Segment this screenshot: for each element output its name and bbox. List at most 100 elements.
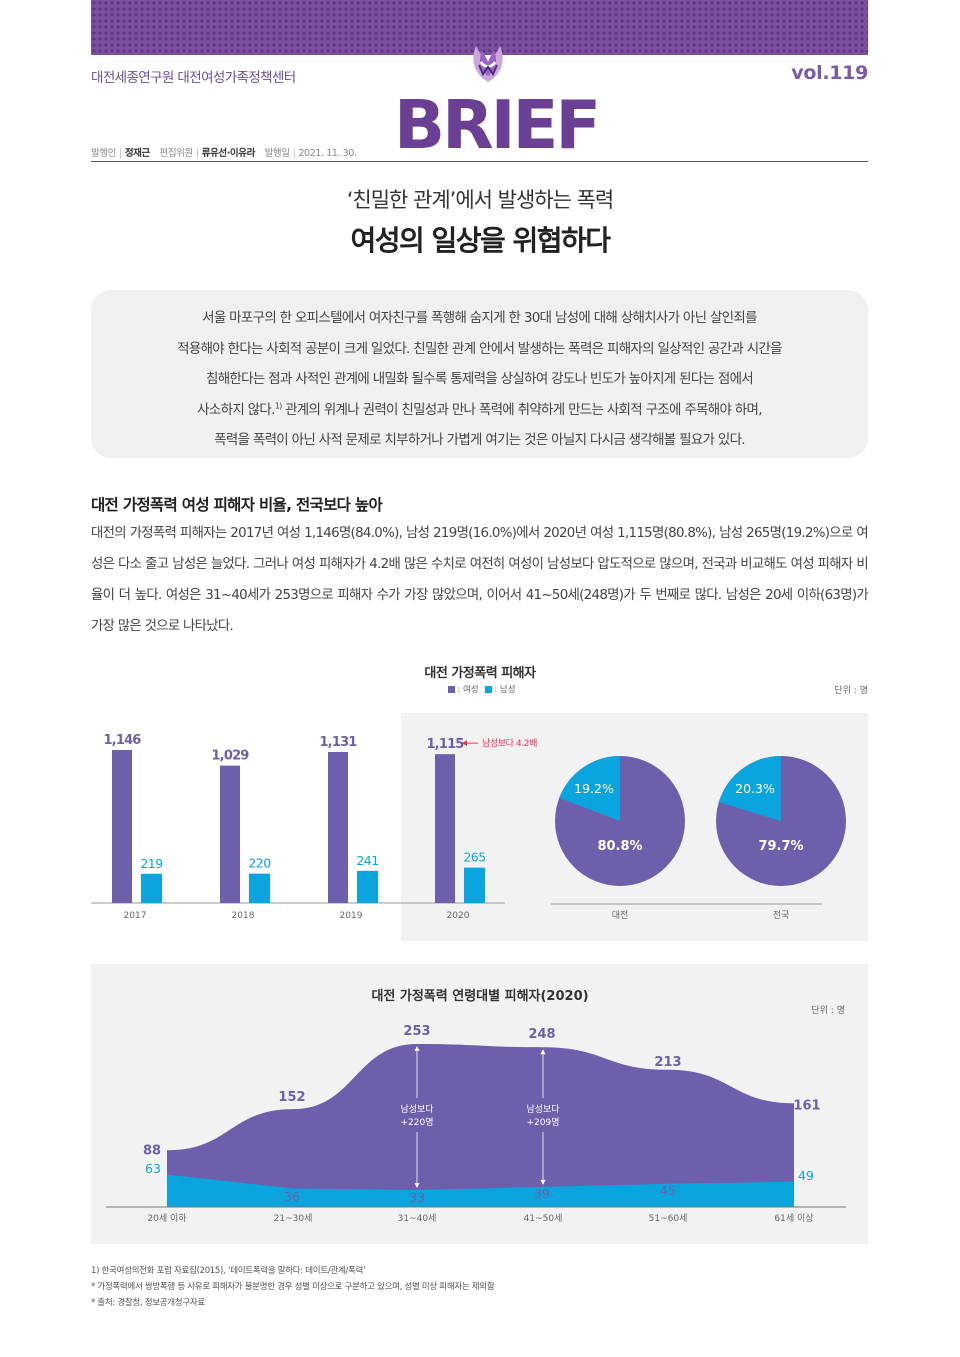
pie-label-male-전국: 20.3% — [735, 781, 775, 796]
bar-label-male-2017: 219 — [140, 856, 163, 871]
age-tick-4: 51~60세 — [649, 1213, 688, 1224]
publication-info: 발행인 | 정재근 편집위원 | 류유선·이유라 발행일 | 2021. 11. 30. — [91, 148, 357, 159]
summary-line: 사소하지 않다.1) 관계의 위계나 권력이 친밀성과 만나 폭력에 취약하게 … — [111, 395, 848, 426]
x-tick-2017: 2017 — [124, 911, 147, 921]
age-tick-0: 20세 이하 — [147, 1213, 187, 1224]
age-tick-2: 31~40세 — [398, 1213, 437, 1224]
area-label-female-3: 248 — [528, 1027, 555, 1042]
area-label-male-3: 39 — [534, 1186, 550, 1201]
age-tick-5: 61세 이상 — [774, 1213, 813, 1224]
summary-line: 서울 마포구의 한 오피스텔에서 여자친구를 폭행해 숨지게 한 30대 남성에… — [202, 310, 757, 326]
annotation-arrow-up-0 — [414, 1046, 420, 1051]
pie-label-male-대전: 19.2% — [574, 781, 614, 796]
editor-label: 편집위원 — [159, 148, 194, 159]
age-chart-title: 대전 가정폭력 연령대별 피해자(2020) — [371, 988, 588, 1004]
flower-logo-icon — [473, 46, 503, 82]
bar-female-2020 — [435, 754, 455, 903]
annotation-text-line2-0: +220명 — [401, 1117, 434, 1128]
area-label-female-5: 161 — [793, 1098, 820, 1113]
bar-male-2017 — [141, 873, 162, 903]
chart-unit-label: 단위 : 명 — [834, 686, 868, 696]
age-tick-1: 21~30세 — [274, 1213, 313, 1224]
female-swatch — [448, 686, 456, 693]
area-label-male-0: 63 — [145, 1161, 161, 1176]
footnote-3: * 출처: 경찰청, 정보공개청구자료 — [91, 1298, 205, 1308]
legend-male: : 남성 — [494, 685, 516, 695]
footnote-marker: 1) — [274, 401, 282, 410]
editor-names: 류유선·이유라 — [201, 148, 256, 159]
footnotes: 1) 한국여성의전화 포럼 자료집(2015), ‘데이트폭력을 말하다: 데이… — [91, 1263, 495, 1311]
header-divider — [91, 161, 868, 162]
area-label-female-0: 88 — [143, 1143, 161, 1158]
annotation-arrow-up-1 — [540, 1049, 546, 1055]
bar-label-female-2020: 1,115 — [426, 737, 464, 752]
bar-male-2019 — [357, 870, 378, 903]
area-label-male-2: 33 — [409, 1190, 425, 1205]
bar-label-female-2018: 1,029 — [211, 749, 249, 764]
annotation-arrow-down-1 — [540, 1179, 546, 1185]
age-chart-unit: 단위 : 명 — [811, 1005, 845, 1016]
section-heading: 대전 가정폭력 여성 피해자 비율, 전국보다 높아 — [91, 496, 383, 514]
article-title: 여성의 일상을 위협하다 — [350, 224, 611, 257]
summary-text: 사소하지 않다. — [197, 401, 275, 418]
annotation-text-line1-1: 남성보다 — [526, 1104, 560, 1115]
pie-label-female-대전: 80.8% — [597, 839, 642, 854]
age-tick-3: 41~50세 — [524, 1213, 563, 1224]
article-subtitle: ‘친밀한 관계’에서 발생하는 폭력 — [346, 188, 615, 212]
victims-chart-title: 대전 가정폭력 피해자 — [424, 666, 536, 681]
header-pattern-banner — [91, 0, 868, 55]
area-male — [167, 1174, 794, 1207]
annotation-arrow-down-0 — [414, 1182, 420, 1188]
bar-annotation: 남성보다 4.2배 — [482, 738, 537, 749]
footnote-2: * 가정폭력에서 쌍방폭행 등 사유로 피해자가 불분명한 경우 성별 미상으로… — [91, 1282, 495, 1292]
summary-line: 폭력을 폭력이 아닌 사적 문제로 치부하거나 가볍게 여기는 것은 아닐지 다… — [214, 432, 746, 448]
x-tick-2020: 2020 — [447, 911, 470, 921]
bar-label-male-2018: 220 — [248, 856, 271, 871]
x-tick-2019: 2019 — [340, 911, 363, 921]
area-female — [167, 1044, 794, 1207]
area-label-male-4: 45 — [660, 1183, 676, 1198]
pie-male-대전 — [559, 756, 620, 821]
chart-legend: : 여성 : 남성 — [0, 683, 960, 695]
area-label-female-2: 253 — [403, 1024, 430, 1039]
logo-wordmark: BRIEF — [394, 86, 601, 164]
area-label-male-1: 36 — [284, 1189, 300, 1204]
bar-female-2019 — [328, 752, 348, 903]
bar-label-male-2020: 265 — [463, 850, 485, 865]
bar-label-female-2017: 1,146 — [103, 733, 141, 748]
bar-label-male-2019: 241 — [356, 853, 378, 868]
annotation-text-line2-1: +209명 — [527, 1117, 560, 1128]
bar-male-2018 — [249, 873, 270, 903]
brief-logo: BRIEF — [394, 36, 601, 164]
x-tick-2018: 2018 — [232, 911, 255, 921]
area-label-male-5: 49 — [798, 1168, 814, 1183]
area-label-female-4: 213 — [654, 1055, 681, 1070]
summary-box: 서울 마포구의 한 오피스텔에서 여자친구를 폭행해 숨지게 한 30대 남성에… — [91, 290, 868, 458]
pie-category-대전: 대전 — [612, 910, 629, 921]
legend-female: : 여성 — [457, 685, 479, 695]
pie-category-전국: 전국 — [773, 910, 790, 921]
publish-date: 2021. 11. 30. — [298, 148, 357, 159]
section-body: 대전의 가정폭력 피해자는 2017년 여성 1,146명(84.0%), 남성… — [91, 526, 869, 634]
bar-label-female-2019: 1,131 — [319, 735, 357, 750]
pie-label-female-전국: 79.7% — [758, 839, 803, 854]
summary-line: 침해한다는 점과 사적인 관계에 내밀화 될수록 통제력을 상실하여 강도나 빈… — [205, 371, 754, 387]
volume-number: vol.119 — [791, 62, 868, 84]
male-swatch — [485, 686, 493, 693]
summary-text: 관계의 위계나 권력이 친밀성과 만나 폭력에 취약하게 만드는 사회적 구조에… — [281, 401, 762, 418]
bar-female-2018 — [220, 765, 240, 903]
publisher-name: 정재근 — [124, 148, 150, 159]
publisher-label: 발행인 — [91, 148, 117, 159]
bar-male-2020 — [464, 867, 485, 903]
area-label-female-1: 152 — [278, 1090, 305, 1105]
annotation-text-line1-0: 남성보다 — [400, 1104, 434, 1115]
summary-line: 적용해야 한다는 사회적 공분이 크게 일었다. 친밀한 관계 안에서 발생하는… — [177, 340, 782, 357]
footnote-1: 1) 한국여성의전화 포럼 자료집(2015), ‘데이트폭력을 말하다: 데이… — [91, 1266, 366, 1276]
organization-name: 대전세종연구원 대전여성가족정책센터 — [91, 70, 296, 86]
pie-male-전국 — [718, 756, 781, 821]
annotation-arrow-head — [462, 740, 467, 747]
bar-female-2017 — [112, 750, 132, 903]
date-label: 발행일 — [264, 148, 290, 159]
